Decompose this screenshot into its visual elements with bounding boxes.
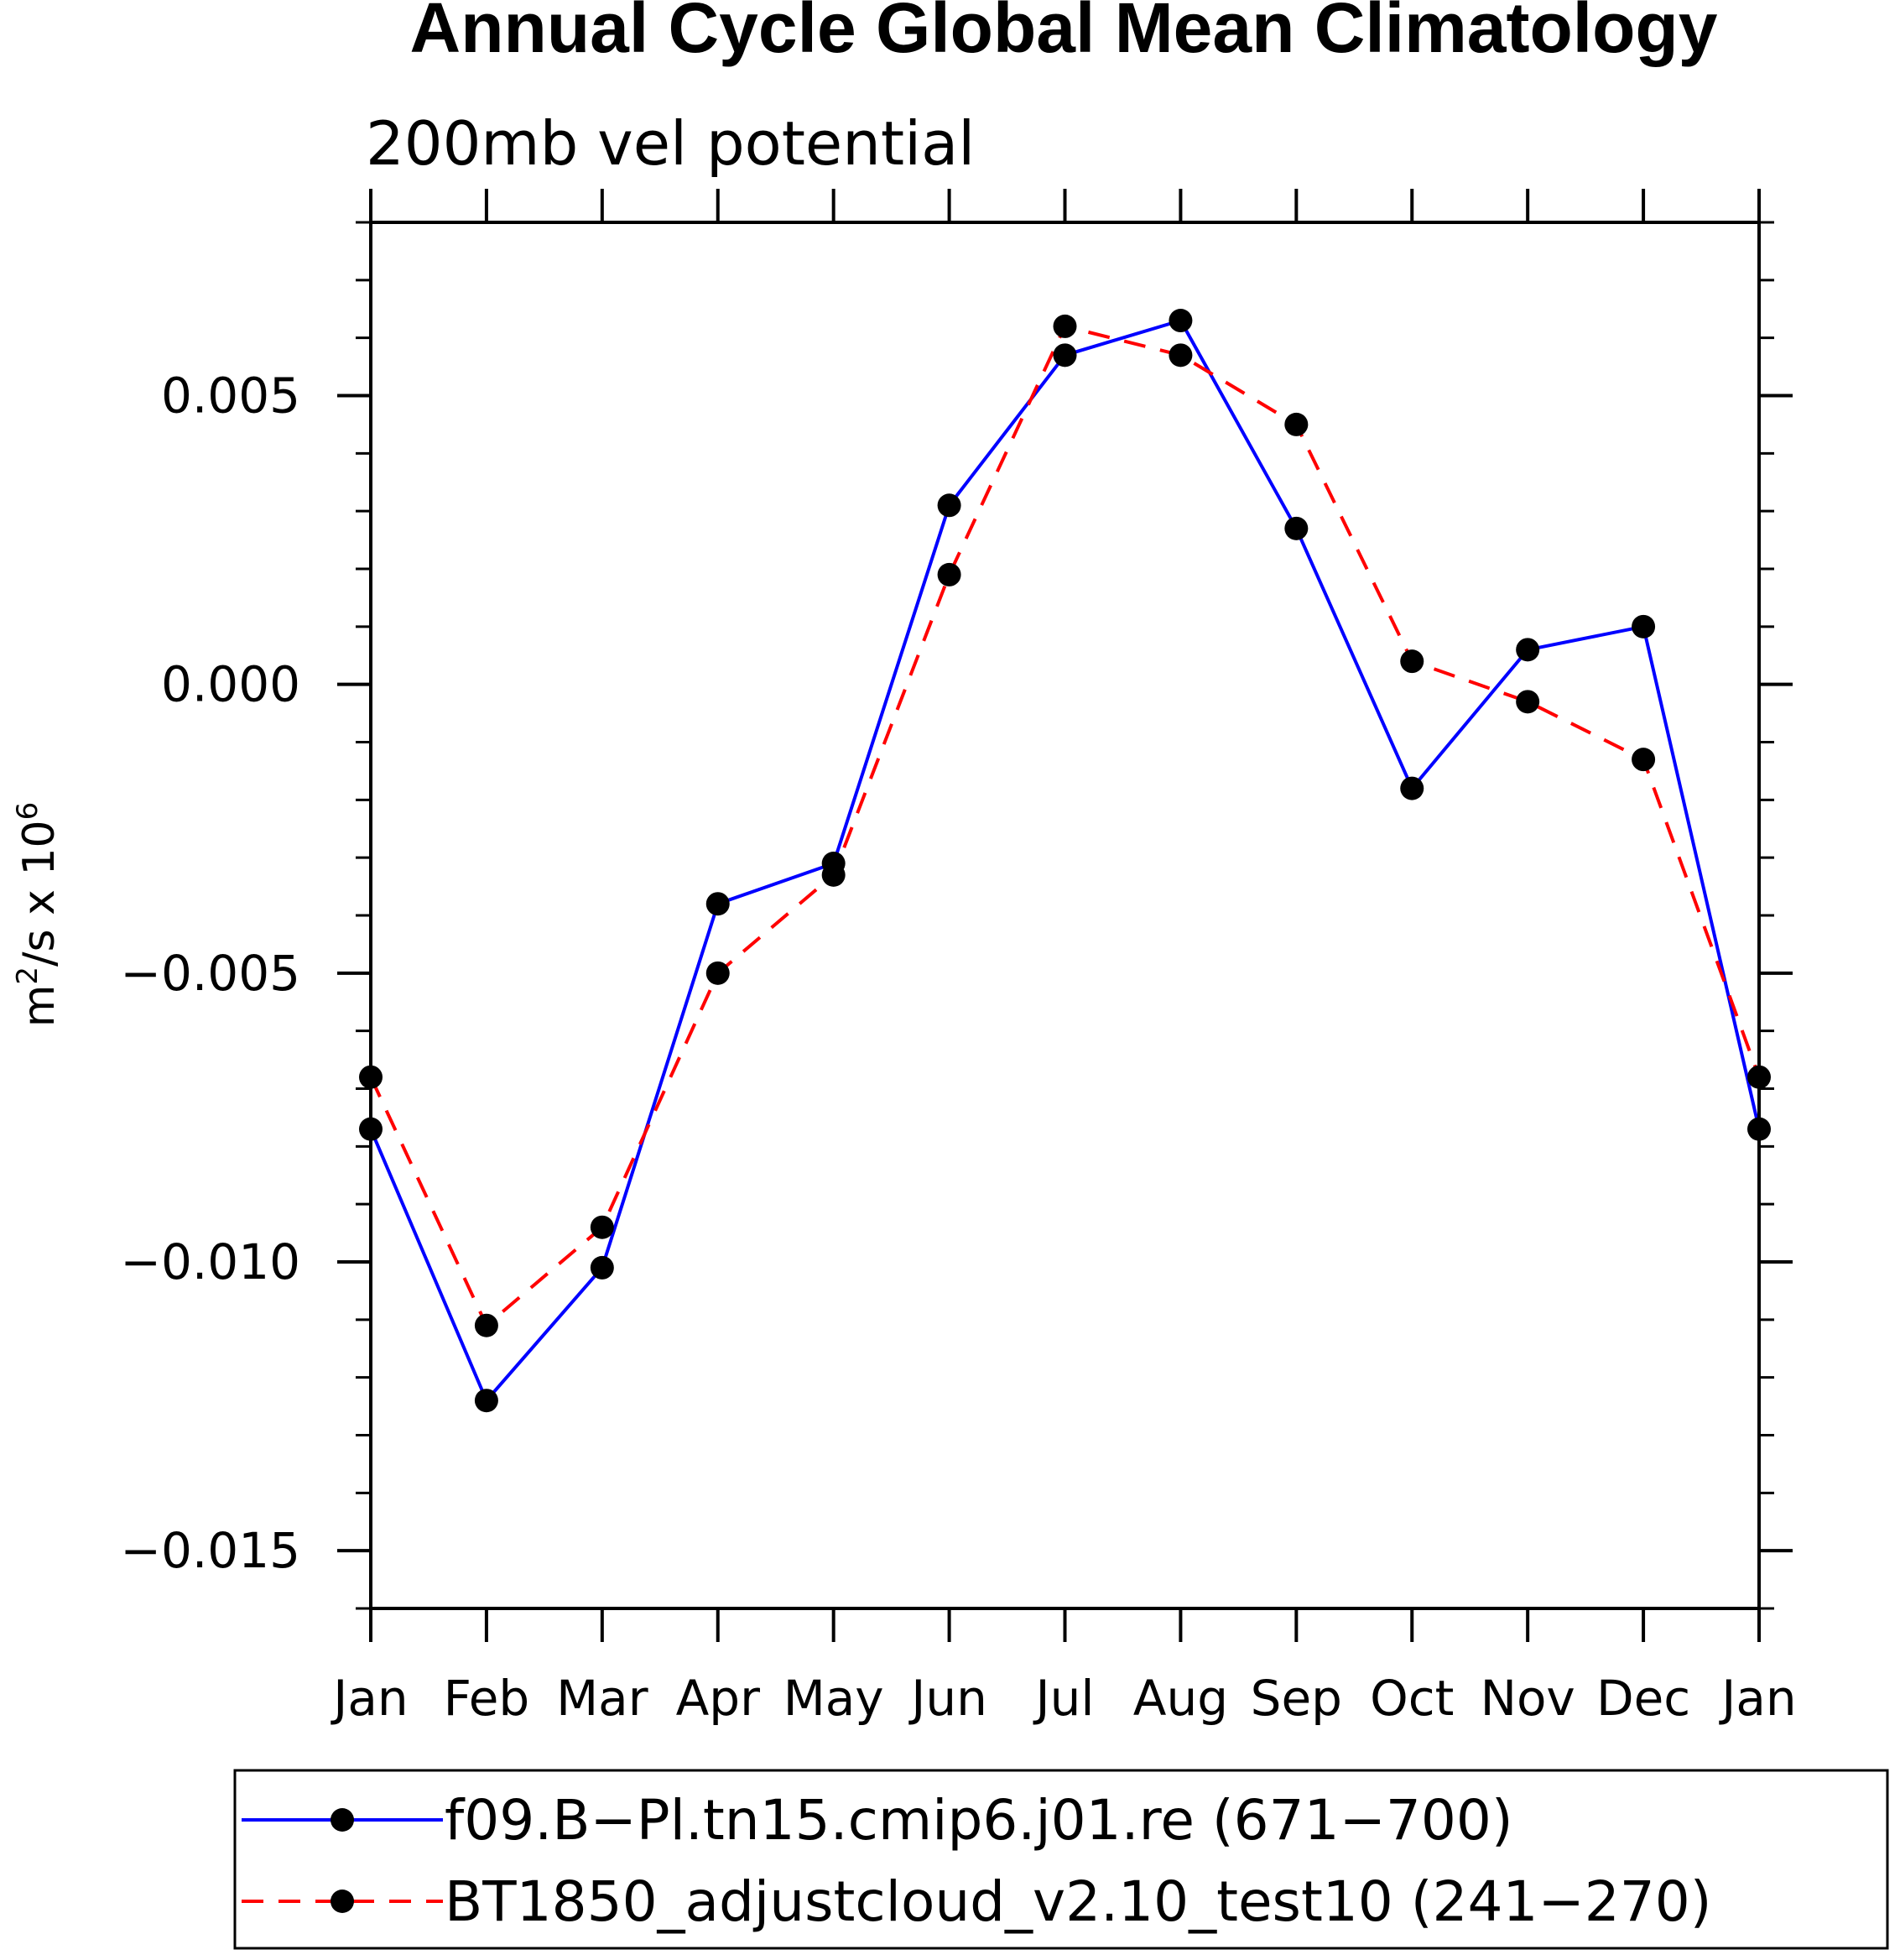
chart-subtitle: 200mb vel potential (366, 108, 975, 179)
legend-marker-series-1 (331, 1808, 354, 1832)
legend-label-series-1: f09.B−Pl.tn15.cmip6.j01.re (671−700) (445, 1788, 1513, 1853)
y-axis-labels: −0.015 −0.010 −0.005 0.000 0.005 (120, 368, 300, 1580)
x-axis-labels: Jan Feb Mar Apr May Jun Jul Aug Sep Oct Nov Dec Jan (331, 1670, 1796, 1727)
series-1-point (474, 1389, 498, 1413)
x-tick-label: Oct (1370, 1670, 1454, 1727)
series-2-point (1632, 748, 1656, 772)
series-line-1 (369, 319, 1761, 1403)
legend: f09.B−Pl.tn15.cmip6.j01.re (671−700) BT1… (233, 1769, 1889, 1950)
y-axis-label-sup-1: 2 (11, 967, 44, 985)
x-tick-label: Sep (1251, 1670, 1342, 1727)
series-lines (369, 319, 1761, 1403)
series-2-point (1400, 649, 1424, 674)
y-tick-label: 0.005 (161, 368, 300, 425)
plot-frame (369, 221, 1761, 1610)
x-tick-label: Jan (331, 1670, 408, 1727)
x-tick-label: Mar (556, 1670, 648, 1727)
legend-label-series-2: BT1850_adjustcloud_v2.10_test10 (241−270… (445, 1869, 1712, 1934)
legend-box (233, 1769, 1889, 1950)
x-tick-label: Jul (1033, 1670, 1095, 1727)
series-2-point (590, 1215, 614, 1239)
x-axis-ticks (369, 189, 1761, 1642)
y-tick-label: 0.000 (161, 656, 300, 713)
x-tick-label: Apr (676, 1670, 760, 1727)
y-tick-label: −0.010 (120, 1233, 300, 1290)
series-1-point (1632, 614, 1656, 639)
series-1-point (1284, 516, 1309, 540)
series-2-point (705, 961, 730, 985)
series-1-point (1053, 343, 1077, 368)
x-tick-label: Jan (1719, 1670, 1796, 1727)
x-tick-label: Feb (444, 1670, 530, 1727)
series-1-point (590, 1255, 614, 1280)
series-2-point (937, 562, 961, 586)
series-2-point (821, 863, 846, 887)
x-tick-label: May (783, 1670, 884, 1727)
legend-marker-series-2 (331, 1890, 354, 1913)
y-axis-ticks (337, 394, 1793, 1553)
y-tick-label: −0.005 (120, 945, 300, 1002)
series-markers (359, 309, 1771, 1413)
x-tick-label: Aug (1133, 1670, 1228, 1727)
series-1-point (1400, 776, 1424, 800)
series-line-2 (369, 324, 1761, 1327)
x-tick-label: Dec (1596, 1670, 1690, 1727)
x-tick-label: Nov (1481, 1670, 1575, 1727)
y-axis-label: m2/s x 106 (11, 802, 65, 1028)
series-1-point (705, 892, 730, 916)
series-2-point (474, 1313, 498, 1337)
series-2-point (1169, 343, 1193, 368)
chart-title: Annual Cycle Global Mean Climatology (410, 0, 1718, 67)
x-tick-label: Jun (908, 1670, 987, 1727)
series-2-point (1516, 690, 1540, 714)
y-tick-label: −0.015 (120, 1522, 300, 1579)
series-2-point (1284, 412, 1309, 436)
minor-ticks (356, 221, 1774, 1610)
y-axis-label-mid: /s x 10 (14, 820, 65, 967)
series-1-point (937, 493, 961, 518)
y-axis-label-base: m (14, 985, 65, 1028)
series-2-point (1053, 314, 1077, 338)
series-1-point (1169, 309, 1193, 333)
y-axis-label-sup-2: 6 (11, 802, 44, 821)
series-1-point (1516, 638, 1540, 662)
